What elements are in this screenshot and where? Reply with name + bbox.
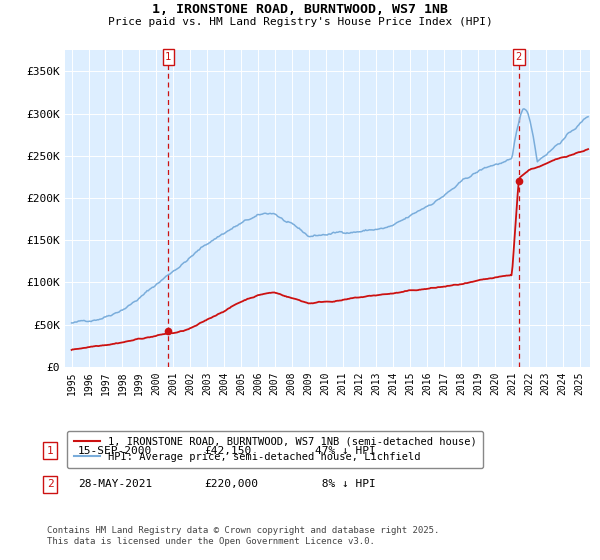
Text: 2: 2 <box>47 479 53 489</box>
Text: 1: 1 <box>47 446 53 456</box>
Text: £42,150: £42,150 <box>204 446 251 456</box>
Text: £220,000: £220,000 <box>204 479 258 489</box>
Text: 28-MAY-2021: 28-MAY-2021 <box>78 479 152 489</box>
Legend: 1, IRONSTONE ROAD, BURNTWOOD, WS7 1NB (semi-detached house), HPI: Average price,: 1, IRONSTONE ROAD, BURNTWOOD, WS7 1NB (s… <box>67 431 483 468</box>
Text: Price paid vs. HM Land Registry's House Price Index (HPI): Price paid vs. HM Land Registry's House … <box>107 17 493 27</box>
Text: 15-SEP-2000: 15-SEP-2000 <box>78 446 152 456</box>
Text: 1, IRONSTONE ROAD, BURNTWOOD, WS7 1NB: 1, IRONSTONE ROAD, BURNTWOOD, WS7 1NB <box>152 3 448 16</box>
Text: Contains HM Land Registry data © Crown copyright and database right 2025.
This d: Contains HM Land Registry data © Crown c… <box>47 526 439 546</box>
Text: 47% ↓ HPI: 47% ↓ HPI <box>315 446 376 456</box>
Text: 1: 1 <box>165 52 172 62</box>
Text: 8% ↓ HPI: 8% ↓ HPI <box>315 479 376 489</box>
Text: 2: 2 <box>516 52 522 62</box>
